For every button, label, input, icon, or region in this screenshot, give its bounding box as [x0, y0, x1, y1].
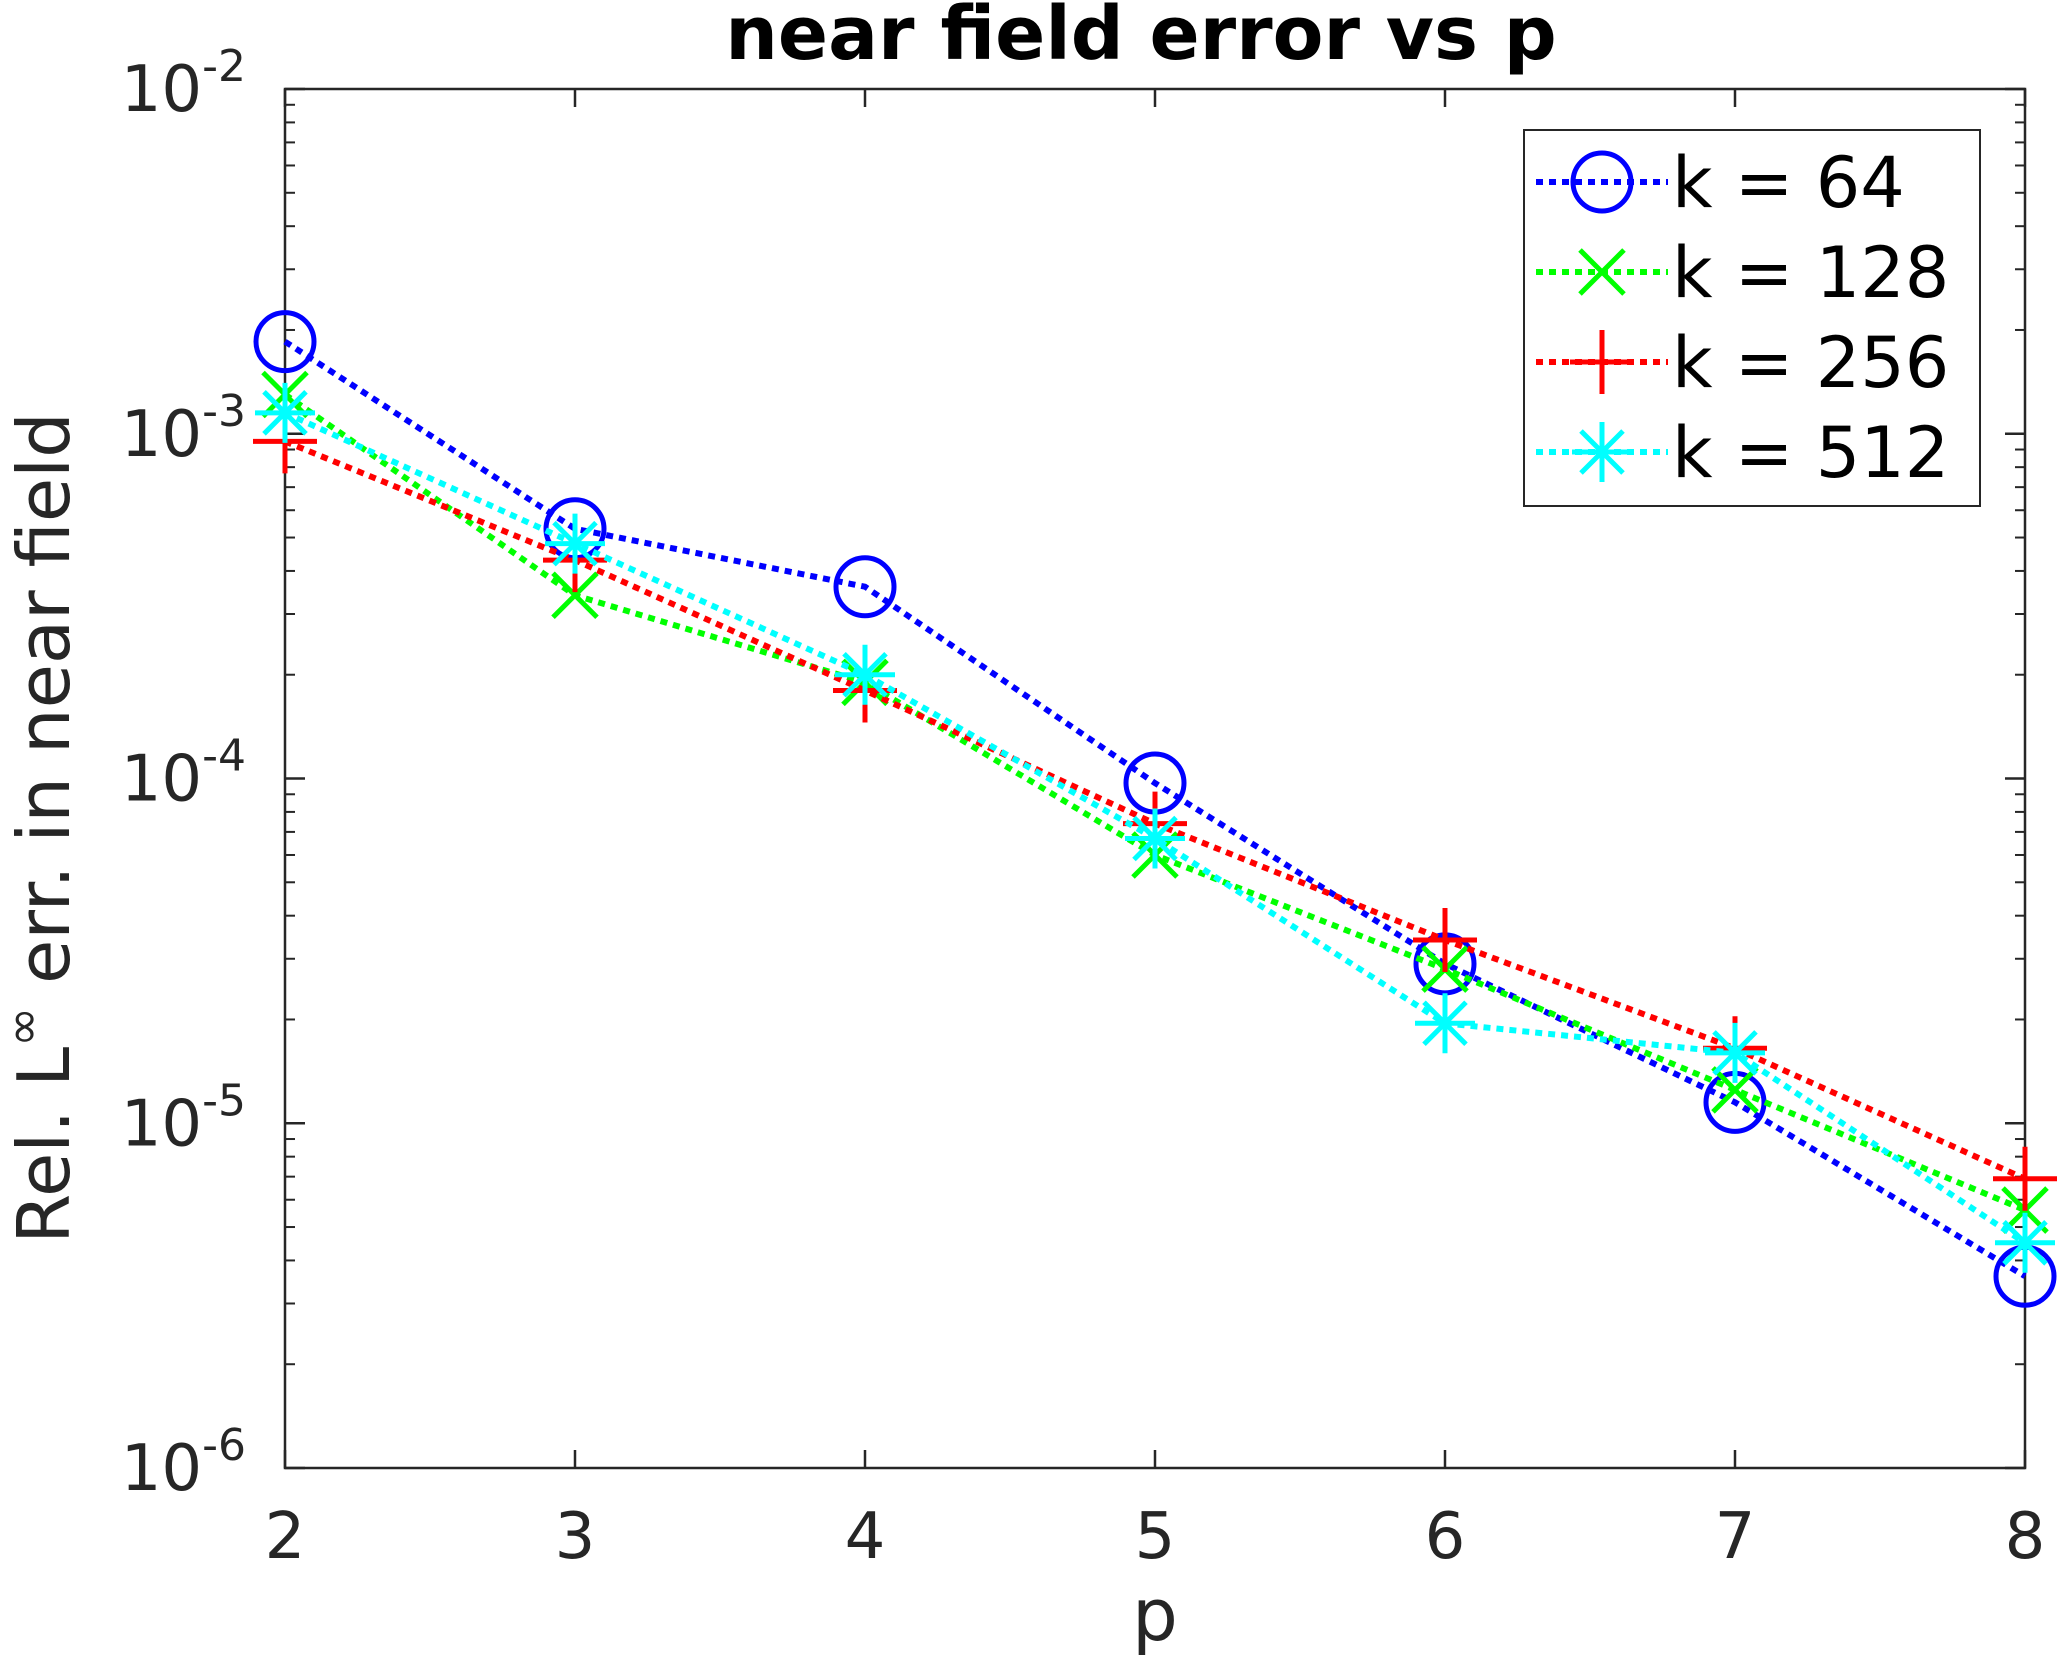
legend-label: k = 512	[1672, 412, 1949, 494]
data-point	[255, 382, 315, 443]
legend-marker	[1572, 422, 1632, 482]
y-tick-label: 10-6	[121, 1420, 246, 1506]
series-line	[283, 339, 2027, 1279]
legend-label: k = 64	[1672, 142, 1905, 224]
data-point	[1711, 1066, 1759, 1114]
data-point	[1993, 1146, 2057, 1211]
data-point	[1413, 908, 1477, 973]
x-tick-label: 7	[1715, 1500, 1756, 1574]
data-point	[1415, 993, 1475, 1054]
data-point	[1705, 1022, 1765, 1083]
x-axis-ticks: 2 3 4 5 6 7 8	[265, 89, 2046, 1574]
legend-item: k = 512	[1536, 412, 1949, 494]
series-1	[253, 310, 2057, 1308]
data-point	[833, 555, 897, 619]
series-4	[255, 382, 2055, 1273]
data-point	[545, 513, 605, 574]
y-tick-label: 10-5	[121, 1075, 246, 1161]
y-axis-ticks: 10-2 10-3 10-4 10-5 10-6	[121, 41, 2025, 1506]
x-tick-label: 2	[265, 1500, 306, 1574]
legend-item: k = 128	[1536, 232, 1949, 314]
x-tick-label: 4	[845, 1500, 886, 1574]
x-tick-label: 5	[1135, 1500, 1176, 1574]
legend-item: k = 256	[1536, 322, 1949, 404]
x-tick-label: 8	[2005, 1500, 2046, 1574]
x-tick-label: 3	[555, 1500, 596, 1574]
legend-label: k = 128	[1672, 232, 1949, 314]
y-axis-label: Rel. L∞ err. in near field	[0, 412, 86, 1244]
y-tick-label: 10-3	[121, 386, 246, 472]
data-point	[1995, 1212, 2055, 1273]
x-tick-label: 6	[1425, 1500, 1466, 1574]
data-point	[835, 644, 895, 705]
data-point	[1125, 808, 1185, 869]
series-layer	[253, 310, 2057, 1308]
data-point	[551, 571, 599, 620]
legend-marker	[1578, 248, 1626, 296]
legend-marker	[1570, 150, 1634, 214]
y-tick-label: 10-2	[121, 41, 246, 127]
x-axis-label: p	[1132, 1573, 1178, 1657]
chart-title: near field error vs p	[725, 0, 1557, 77]
data-point	[253, 310, 317, 374]
legend-label: k = 256	[1672, 322, 1949, 404]
y-tick-label: 10-4	[121, 731, 246, 817]
legend-marker	[1570, 330, 1634, 394]
legend-item: k = 64	[1536, 142, 1905, 224]
